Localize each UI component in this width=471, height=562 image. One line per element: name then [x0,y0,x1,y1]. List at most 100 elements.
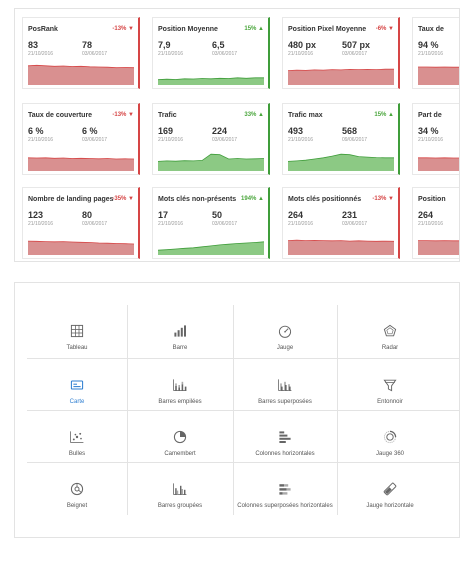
kpi-title: Position [418,196,446,203]
kpi-value-start: 264 [418,210,434,220]
kpi-card[interactable]: Position Pixel Moyenne -6% ▼ 480 px 507 px 2… [282,17,400,89]
sparkline-area [288,240,394,255]
sparkline-area [418,67,459,85]
chart-type-label: Beignet [66,503,88,509]
kpi-date-end: 03/06/2017 [82,221,108,227]
kpi-value-end: 78 [82,40,93,50]
kpi-title: PosRank [28,26,58,33]
kpi-date-end: 03/06/2017 [212,51,238,57]
chart-type-stacked-bars[interactable]: Barres empilées [127,359,233,413]
sparkline [418,66,459,85]
sparkline-line [28,157,134,160]
sparkline-line [28,240,134,245]
kpi-value-end: 507 px [342,40,371,50]
sparkline [28,157,134,171]
kpi-date-start: 21/10/2016 [288,137,314,143]
card-icon [67,375,87,395]
kpi-card[interactable]: Position 264 21/10/2016 [412,187,459,259]
kpi-date-end: 03/06/2017 [212,137,238,143]
chart-type-gauge-360[interactable]: Jauge 360 [337,411,443,465]
kpi-card[interactable]: Mots clés positionnés -13% ▼ 264 231 21/10/2… [282,187,400,259]
funnel-icon [380,375,400,395]
chart-type-horizontal-columns[interactable]: Colonnes horizontales [233,411,337,465]
table-icon [67,321,87,341]
kpi-value-start: 83 [28,40,39,50]
kpi-date-start: 21/10/2016 [158,137,184,143]
kpi-card[interactable]: Taux de couverture -13% ▼ 6 % 6 % 21/10/2016… [22,103,140,175]
chart-type-donut[interactable]: Beignet [27,463,127,517]
chart-type-card[interactable]: Carte [27,359,127,413]
grouped-bars-icon [170,479,190,499]
chart-type-label: Bulles [68,451,86,457]
chart-type-label: Entonnoir [377,399,403,405]
sparkline-area [418,240,459,255]
kpi-date-end: 03/06/2017 [212,221,238,227]
kpi-date-start: 21/10/2016 [418,51,444,57]
grid-divider [337,305,338,515]
chart-type-horizontal-gauge[interactable]: Jauge horizontale [337,463,443,517]
kpi-title: Position Moyenne [158,26,218,33]
kpi-title: Mots clés non-présents [158,196,237,203]
chart-type-funnel[interactable]: Entonnoir [337,359,443,413]
sparkline-area [158,77,264,85]
chart-type-radar[interactable]: Radar [337,305,443,359]
kpi-value-start: 94 % [418,40,439,50]
chart-type-grouped-bars[interactable]: Barres groupées [127,463,233,517]
kpi-delta: -13% ▼ [112,26,134,32]
stacked-bars-icon [170,375,190,395]
kpi-card[interactable]: PosRank -13% ▼ 83 78 21/10/2016 03/06/2017 [22,17,140,89]
chart-type-label: Barre [172,345,188,351]
kpi-card[interactable]: Trafic max 15% ▲ 493 568 21/10/2016 09/06/201… [282,103,400,175]
donut-icon [67,479,87,499]
chart-type-gauge[interactable]: Jauge [233,305,337,359]
kpi-cards-panel: PosRank -13% ▼ 83 78 21/10/2016 03/06/2017 Pos… [14,8,460,262]
kpi-value-start: 480 px [288,40,317,50]
kpi-date-start: 21/10/2016 [288,51,314,57]
kpi-date-start: 21/10/2016 [418,221,444,227]
kpi-value-start: 493 [288,126,304,136]
radar-icon [380,321,400,341]
grid-divider [127,305,128,515]
kpi-value-start: 7,9 [158,40,171,50]
sparkline [288,153,394,171]
sparkline-area [28,65,134,85]
grid-divider [27,358,459,359]
chart-type-bar-chart[interactable]: Barre [127,305,233,359]
kpi-value-end: 568 [342,126,358,136]
chart-type-horizontal-stacked-columns[interactable]: Colonnes superposées horizontales [233,463,337,517]
kpi-card[interactable]: Mots clés non-présents 194% ▲ 17 50 21/10/20… [152,187,270,259]
kpi-value-end: 6,5 [212,40,225,50]
chart-type-bubbles[interactable]: Bulles [27,411,127,465]
sparkline [158,77,264,85]
kpi-card[interactable]: Taux de 94 % 21/10/2016 [412,17,459,89]
grid-divider [27,462,459,463]
bubbles-icon [67,427,87,447]
sparkline-line [418,157,459,159]
chart-type-label: Barres groupées [157,503,203,509]
sparkline [288,239,394,255]
chart-type-label: Carte [69,399,85,405]
sparkline [28,240,134,255]
chart-type-label: Radar [381,345,399,351]
kpi-date-start: 21/10/2016 [28,51,54,57]
kpi-date-end: 03/06/2017 [82,51,108,57]
kpi-value-end: 224 [212,126,228,136]
kpi-card[interactable]: Trafic 33% ▲ 169 224 21/10/2016 03/06/2017 [152,103,270,175]
chart-type-pie-chart[interactable]: Camembert [127,411,233,465]
chart-type-overlapped-bars[interactable]: Barres superposées [233,359,337,413]
kpi-card[interactable]: Nombre de landing pages -35% ▼ 123 80 21/10/… [22,187,140,259]
grid-divider [27,410,459,411]
bar-chart-icon [170,321,190,341]
kpi-card[interactable]: Part de 34 % 21/10/2016 [412,103,459,175]
chart-type-label: Tableau [66,345,88,351]
kpi-card[interactable]: Position Moyenne 15% ▲ 7,9 6,5 21/10/2016 03/… [152,17,270,89]
kpi-title: Taux de [418,26,444,33]
kpi-value-start: 6 % [28,126,44,136]
chart-type-table[interactable]: Tableau [27,305,127,359]
sparkline [158,241,264,255]
kpi-delta: 33% ▲ [244,112,264,118]
kpi-value-start: 169 [158,126,174,136]
chart-type-label: Jauge 360 [375,451,405,457]
sparkline-area [28,241,134,255]
sparkline-line [158,153,264,162]
